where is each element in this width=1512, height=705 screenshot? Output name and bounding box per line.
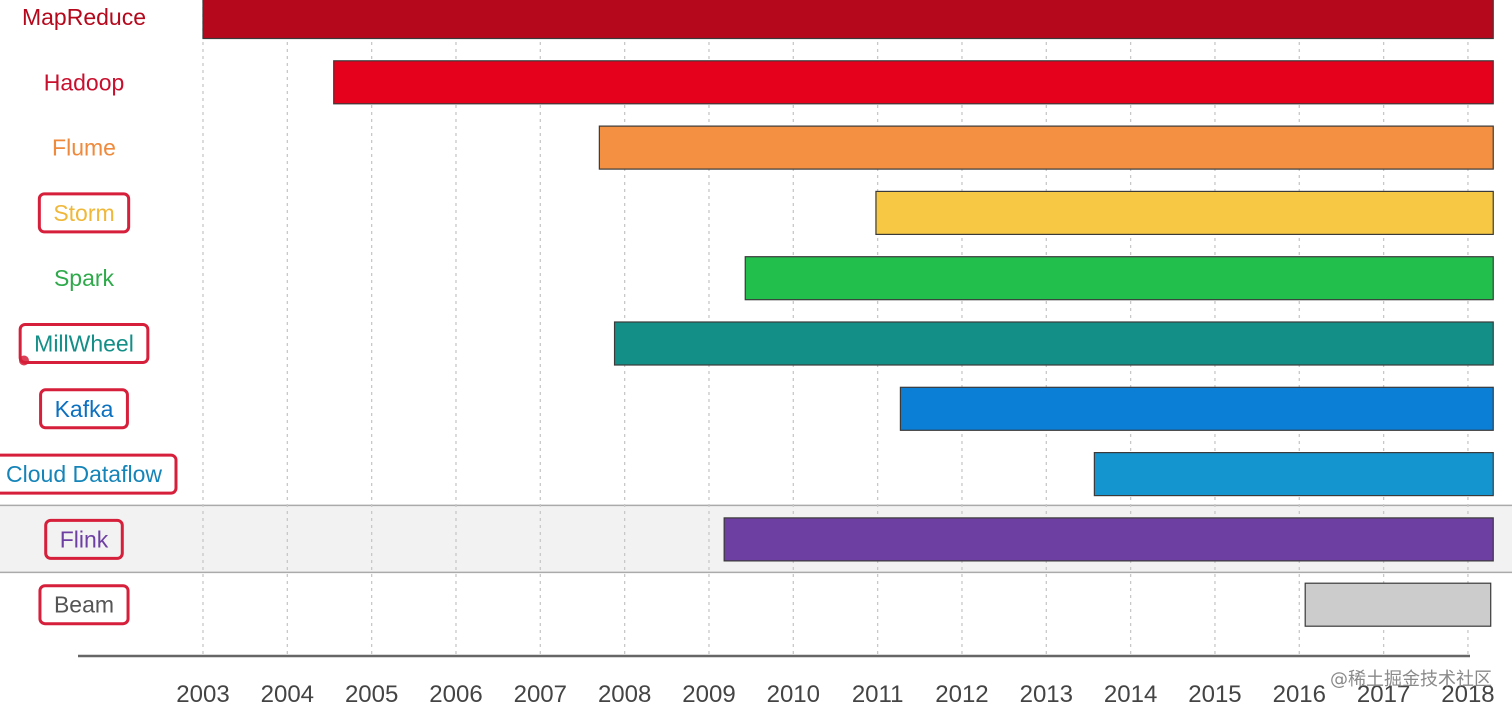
label-highlight-box-cloud-dataflow [0, 453, 178, 495]
label-highlight-box-millwheel [18, 323, 150, 364]
x-tick-label-2016: 2016 [1273, 681, 1326, 705]
x-tick-label-2010: 2010 [767, 681, 820, 705]
bar-millwheel [613, 321, 1494, 366]
bar-spark [744, 256, 1494, 301]
category-label-hadoop: Hadoop [44, 69, 125, 95]
bar-flink [723, 517, 1494, 562]
label-highlight-box-beam [38, 584, 130, 626]
category-label-spark: Spark [54, 265, 115, 291]
bar-beam [1304, 582, 1492, 627]
x-tick-label-2017: 2017 [1357, 681, 1410, 705]
bar-mapreduce [202, 0, 1494, 40]
label-highlight-box-flink [44, 518, 124, 560]
x-tick-label-2004: 2004 [261, 681, 314, 705]
bar-flume [598, 125, 1494, 170]
category-label-mapreduce: MapReduce [22, 4, 146, 30]
watermark-text: @稀土掘金技术社区 [1330, 669, 1492, 690]
x-tick-label-2008: 2008 [598, 681, 651, 705]
x-tick-label-2006: 2006 [429, 681, 482, 705]
x-tick-label-2005: 2005 [345, 681, 398, 705]
label-highlight-box-kafka [39, 388, 129, 430]
annotation-cursor-dot [19, 355, 29, 366]
category-label-storm: Storm [53, 200, 114, 226]
bar-cloud-dataflow [1093, 452, 1494, 497]
label-highlight-box-storm [37, 192, 131, 234]
x-tick-label-2014: 2014 [1104, 681, 1157, 705]
x-tick-label-2013: 2013 [1020, 681, 1073, 705]
x-tick-label-2003: 2003 [176, 681, 229, 705]
x-tick-label-2015: 2015 [1188, 681, 1241, 705]
bar-hadoop [333, 60, 1494, 105]
bar-storm [875, 190, 1494, 235]
x-tick-label-2011: 2011 [852, 681, 904, 705]
x-tick-label-2012: 2012 [935, 681, 988, 705]
x-tick-label-2007: 2007 [514, 681, 567, 705]
category-label-flink: Flink [60, 526, 109, 552]
category-label-flume: Flume [52, 135, 116, 161]
category-label-millwheel: MillWheel [34, 331, 134, 357]
category-label-kafka: Kafka [55, 396, 114, 422]
x-tick-label-2018: 2018 [1441, 681, 1494, 705]
category-label-beam: Beam [54, 592, 114, 618]
x-tick-label-2009: 2009 [682, 681, 735, 705]
bar-kafka [899, 386, 1494, 431]
category-label-cloud-dataflow: Cloud Dataflow [6, 461, 162, 487]
